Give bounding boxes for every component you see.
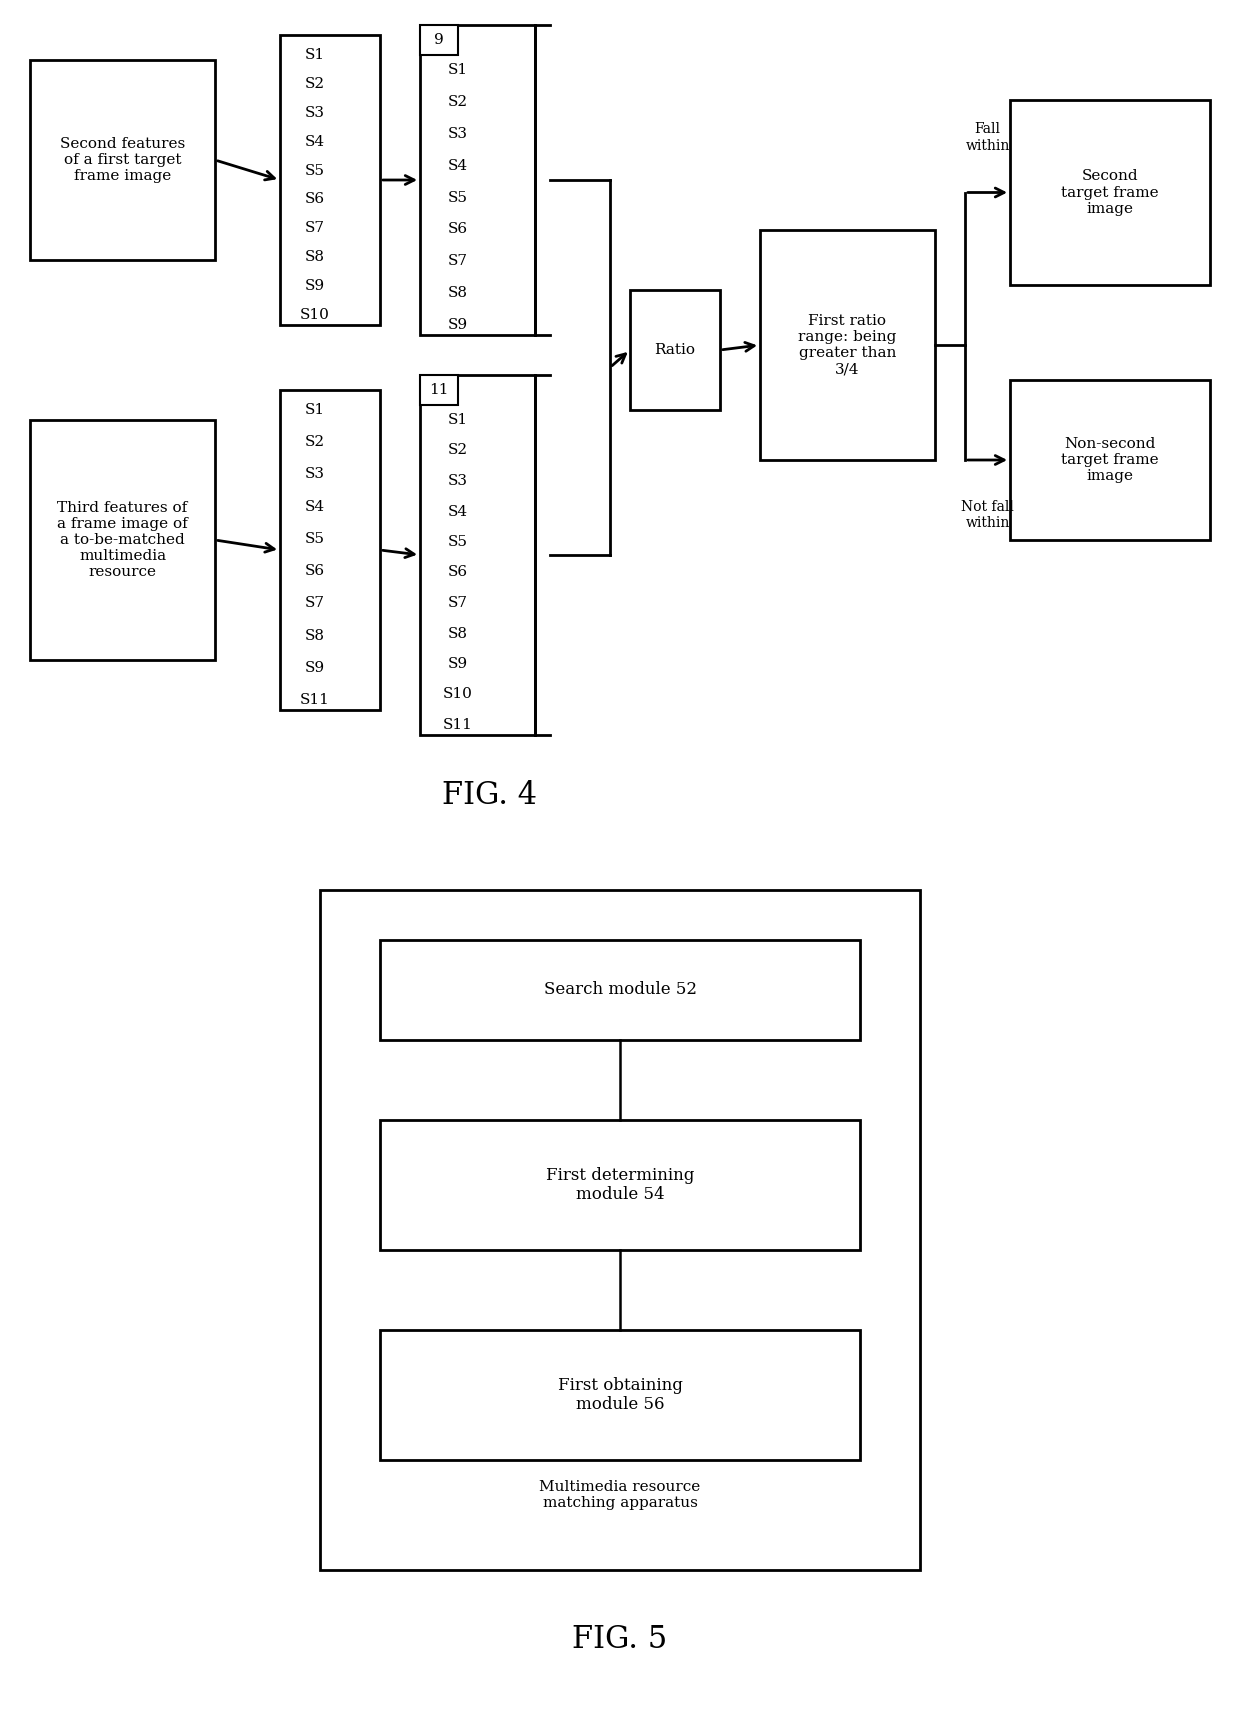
Text: S5: S5 — [448, 191, 467, 204]
Text: S8: S8 — [305, 249, 325, 265]
Text: S4: S4 — [448, 159, 467, 173]
Text: S3: S3 — [448, 126, 467, 140]
Text: S8: S8 — [448, 286, 467, 300]
Text: S8: S8 — [448, 627, 467, 641]
Text: S4: S4 — [305, 499, 325, 514]
Text: Fall
within: Fall within — [965, 123, 1009, 152]
Text: S7: S7 — [305, 222, 325, 236]
Text: First ratio
range: being
greater than
3/4: First ratio range: being greater than 3/… — [799, 313, 897, 376]
Text: S6: S6 — [448, 566, 467, 580]
Bar — [30, 419, 215, 660]
Text: Second
target frame
image: Second target frame image — [1061, 170, 1159, 216]
Bar — [760, 230, 935, 461]
Text: S7: S7 — [305, 596, 325, 610]
Bar — [1011, 379, 1210, 540]
Text: S8: S8 — [305, 629, 325, 643]
Text: Second features
of a first target
frame image: Second features of a first target frame … — [60, 137, 185, 184]
Bar — [320, 890, 920, 1569]
Text: S11: S11 — [300, 693, 330, 707]
Text: S3: S3 — [305, 106, 325, 120]
Text: S6: S6 — [305, 192, 325, 206]
Text: S9: S9 — [305, 662, 325, 675]
Text: Ratio: Ratio — [655, 343, 696, 357]
Bar — [280, 390, 379, 710]
Text: S2: S2 — [448, 443, 467, 457]
Bar — [280, 35, 379, 326]
Text: S7: S7 — [448, 596, 467, 610]
Text: First determining
module 54: First determining module 54 — [546, 1167, 694, 1204]
Text: S2: S2 — [305, 435, 325, 449]
Text: Search module 52: Search module 52 — [543, 982, 697, 999]
Text: 11: 11 — [429, 383, 449, 397]
Text: FIG. 4: FIG. 4 — [443, 779, 537, 811]
Text: S5: S5 — [305, 163, 325, 178]
Bar — [420, 376, 534, 734]
Text: S6: S6 — [305, 565, 325, 578]
Text: Third features of
a frame image of
a to-be-matched
multimedia
resource: Third features of a frame image of a to-… — [57, 501, 188, 580]
Bar — [420, 24, 534, 334]
Text: Non-second
target frame
image: Non-second target frame image — [1061, 436, 1159, 483]
Text: Not fall
within: Not fall within — [961, 501, 1014, 530]
Bar — [420, 24, 458, 55]
Text: S10: S10 — [300, 308, 330, 322]
Text: S4: S4 — [305, 135, 325, 149]
Text: S9: S9 — [448, 319, 467, 333]
Text: S2: S2 — [448, 95, 467, 109]
Bar — [379, 1121, 861, 1251]
Text: S1: S1 — [305, 404, 325, 417]
Text: S2: S2 — [305, 76, 325, 90]
Text: S6: S6 — [448, 222, 467, 236]
Text: S10: S10 — [443, 688, 472, 701]
Text: Multimedia resource
matching apparatus: Multimedia resource matching apparatus — [539, 1479, 701, 1510]
Text: S5: S5 — [305, 532, 325, 546]
Bar — [1011, 100, 1210, 286]
Bar — [379, 940, 861, 1039]
Text: S4: S4 — [448, 504, 467, 518]
Text: S7: S7 — [448, 255, 467, 268]
Bar — [630, 289, 720, 410]
Text: 9: 9 — [434, 33, 444, 47]
Text: S3: S3 — [305, 468, 325, 481]
Bar — [420, 376, 458, 405]
Bar — [30, 61, 215, 260]
Text: FIG. 5: FIG. 5 — [573, 1625, 667, 1656]
Text: First obtaining
module 56: First obtaining module 56 — [558, 1377, 682, 1413]
Text: S5: S5 — [448, 535, 467, 549]
Bar — [379, 1330, 861, 1460]
Text: S11: S11 — [443, 719, 472, 733]
Text: S9: S9 — [305, 279, 325, 293]
Text: S9: S9 — [448, 656, 467, 670]
Text: S1: S1 — [448, 62, 467, 76]
Text: S1: S1 — [448, 412, 467, 428]
Text: S1: S1 — [305, 48, 325, 62]
Text: S3: S3 — [448, 475, 467, 488]
